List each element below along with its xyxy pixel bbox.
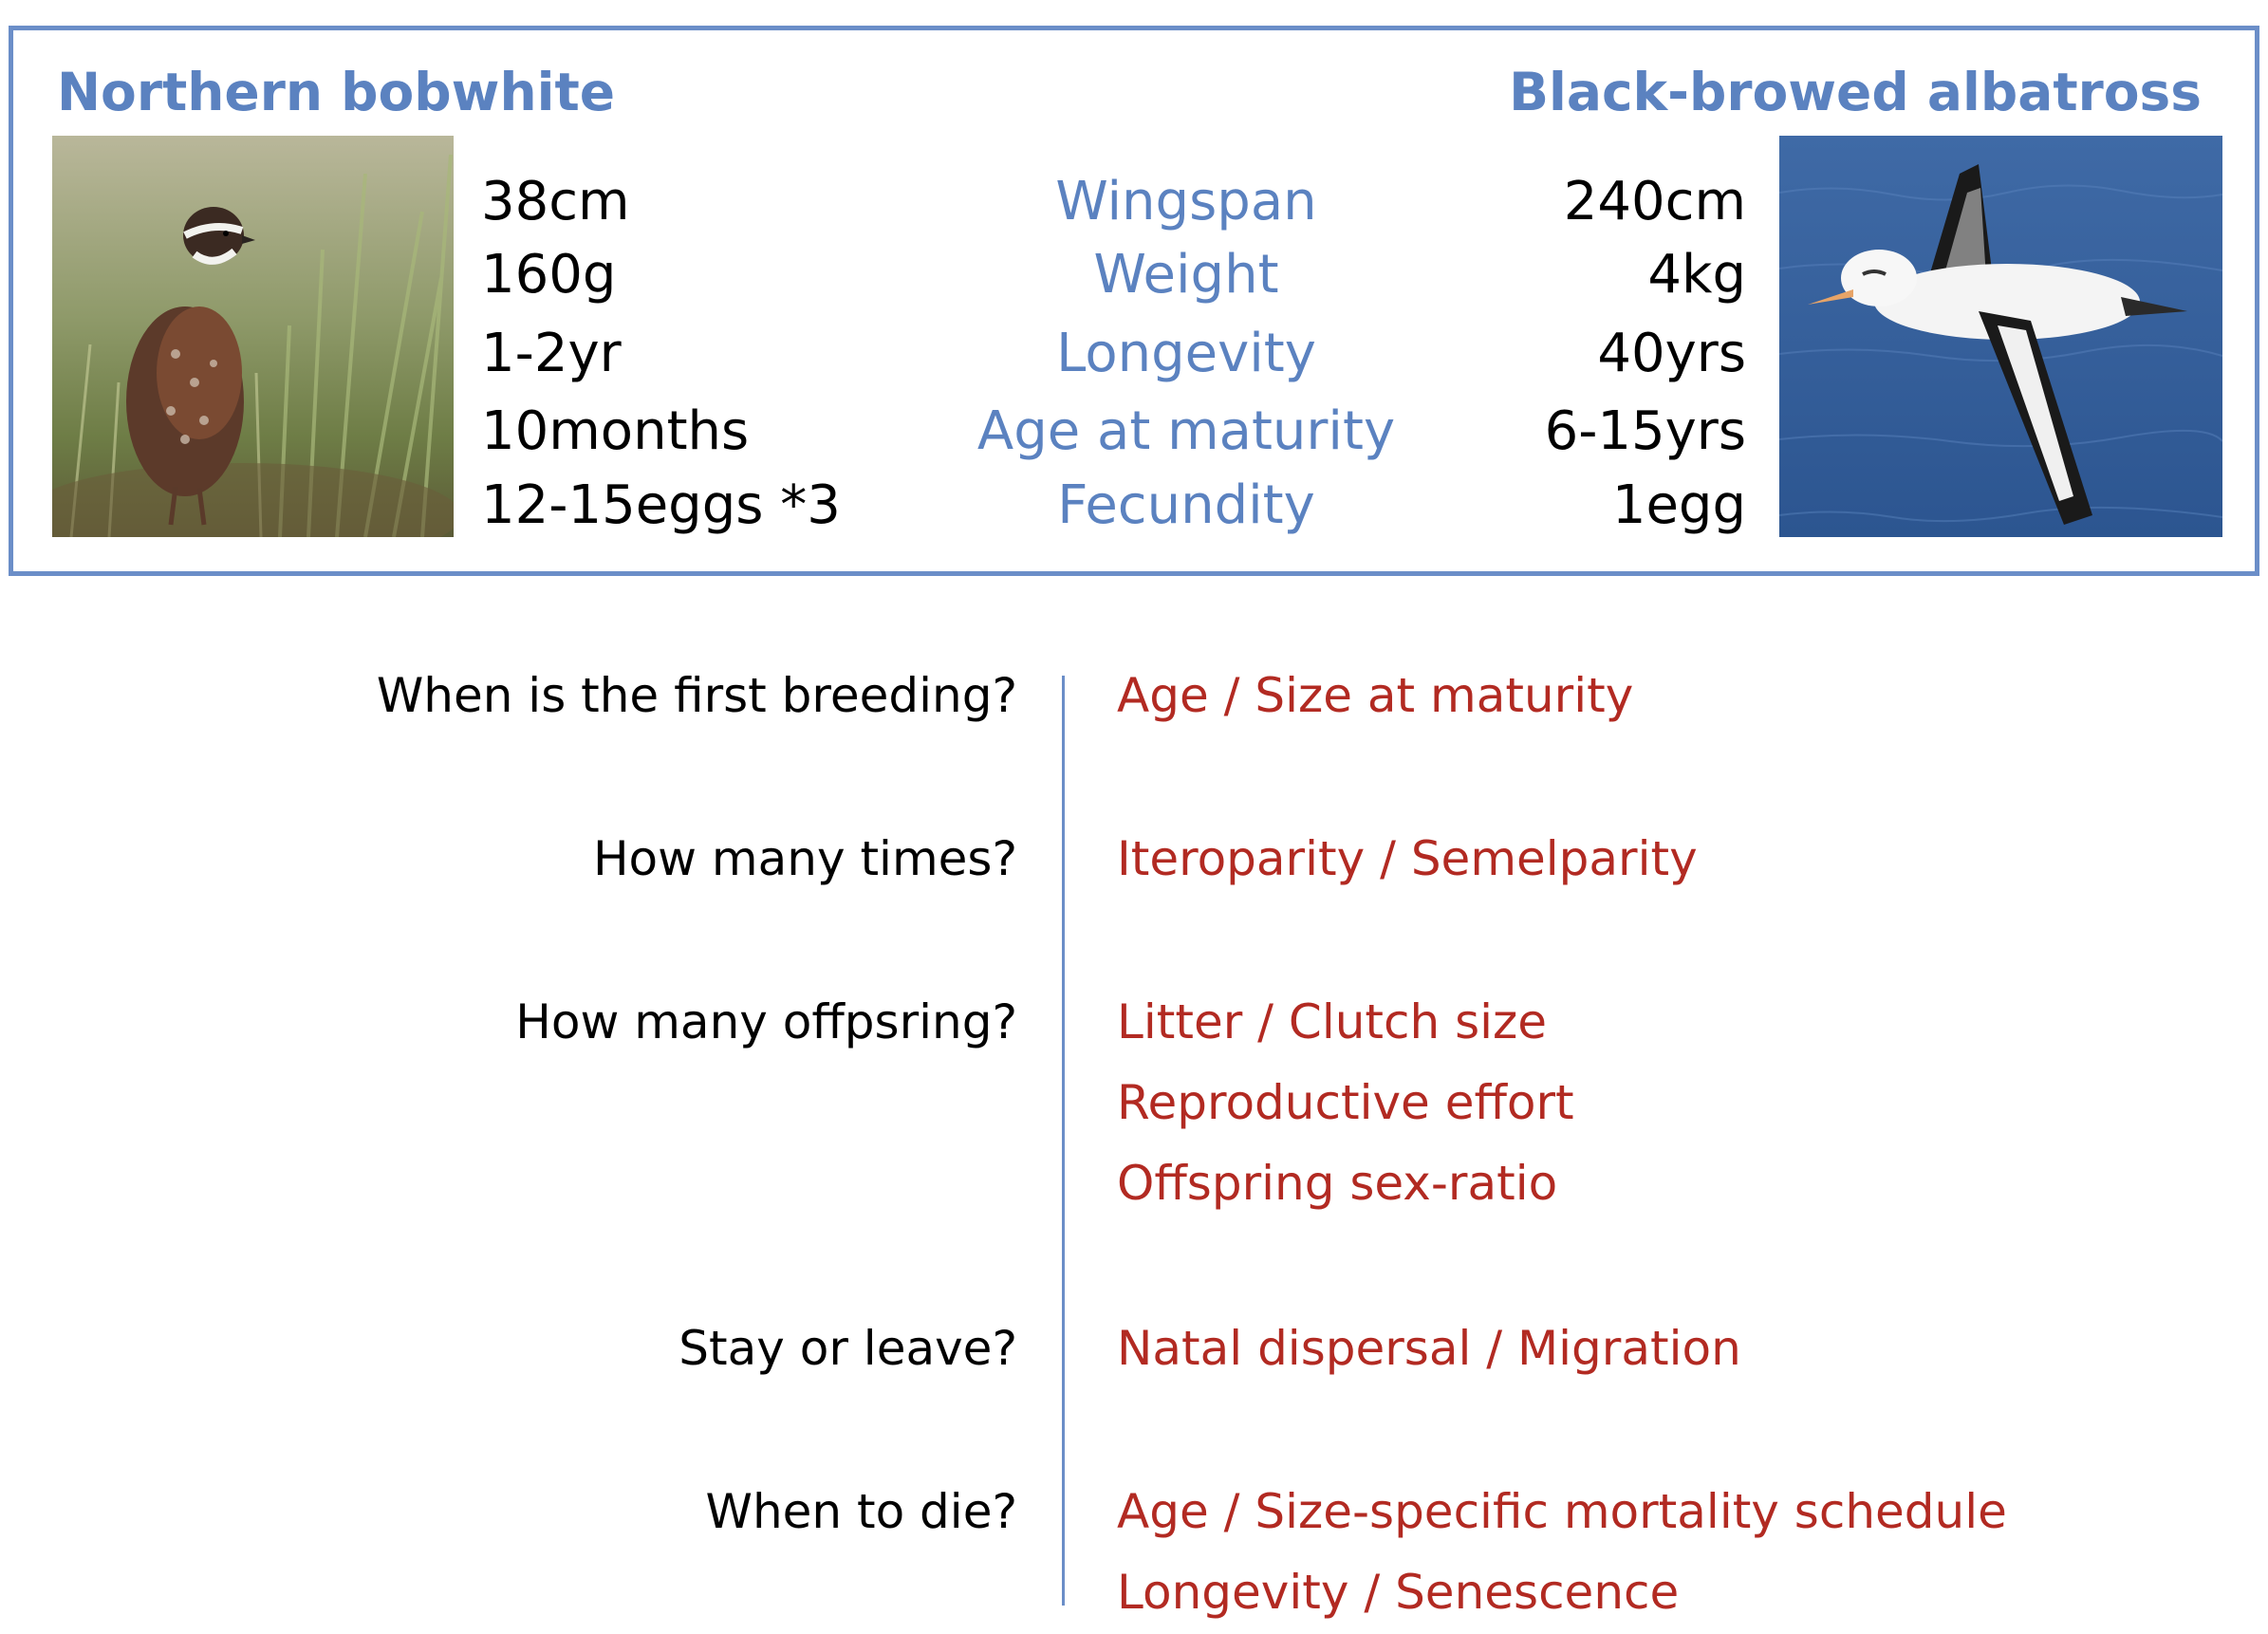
answer-first-breeding: Age / Size at maturity [1117, 668, 1634, 723]
bobwhite-fecundity: 12-15eggs *3 [481, 474, 841, 536]
species-right-title: Black-browed albatross [1509, 62, 2202, 122]
albatross-photo [1779, 136, 2222, 537]
bobwhite-age-at-maturity: 10months [481, 400, 750, 462]
trait-fecundity: Fecundity [1057, 474, 1315, 536]
species-left-title: Northern bobwhite [57, 62, 616, 122]
bobwhite-weight: 160g [481, 244, 617, 306]
question-how-many-offspring: How many offpsring? [515, 994, 1017, 1049]
trait-age-at-maturity: Age at maturity [976, 400, 1396, 462]
divider-line [1062, 676, 1065, 1606]
answer-mortality-schedule: Age / Size-specific mortality schedule [1117, 1484, 2007, 1539]
answer-sex-ratio: Offspring sex-ratio [1117, 1156, 1558, 1211]
answer-clutch-size: Litter / Clutch size [1117, 994, 1548, 1049]
albatross-fecundity: 1egg [1611, 474, 1746, 536]
answer-how-many-times: Iteroparity / Semelparity [1117, 831, 1698, 886]
albatross-weight: 4kg [1647, 244, 1746, 306]
trait-weight: Weight [1093, 244, 1279, 306]
question-stay-or-leave: Stay or leave? [679, 1321, 1017, 1376]
question-first-breeding: When is the first breeding? [376, 668, 1017, 723]
question-how-many-times: How many times? [592, 831, 1017, 886]
answer-reproductive-effort: Reproductive effort [1117, 1075, 1574, 1130]
albatross-age-at-maturity: 6-15yrs [1544, 400, 1746, 462]
bobwhite-photo [52, 136, 454, 537]
trait-wingspan: Wingspan [1055, 171, 1317, 232]
question-when-to-die: When to die? [705, 1484, 1018, 1539]
answer-longevity-senescence: Longevity / Senescence [1117, 1565, 1680, 1620]
albatross-wingspan: 240cm [1563, 171, 1746, 232]
bobwhite-wingspan: 38cm [481, 171, 630, 232]
comparison-panel [9, 26, 2259, 576]
answer-dispersal: Natal dispersal / Migration [1117, 1321, 1741, 1376]
trait-longevity: Longevity [1056, 323, 1316, 384]
bobwhite-longevity: 1-2yr [481, 323, 622, 384]
albatross-longevity: 40yrs [1597, 323, 1746, 384]
